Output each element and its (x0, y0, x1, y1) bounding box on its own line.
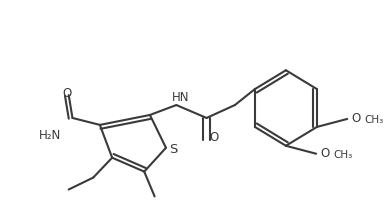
Text: O: O (62, 87, 71, 100)
Text: O: O (320, 147, 329, 160)
Text: HN: HN (172, 91, 190, 104)
Text: CH₃: CH₃ (364, 115, 384, 125)
Text: O: O (351, 112, 360, 126)
Text: H₂N: H₂N (39, 129, 61, 142)
Text: O: O (210, 131, 219, 144)
Text: CH₃: CH₃ (333, 150, 353, 160)
Text: S: S (169, 143, 178, 156)
